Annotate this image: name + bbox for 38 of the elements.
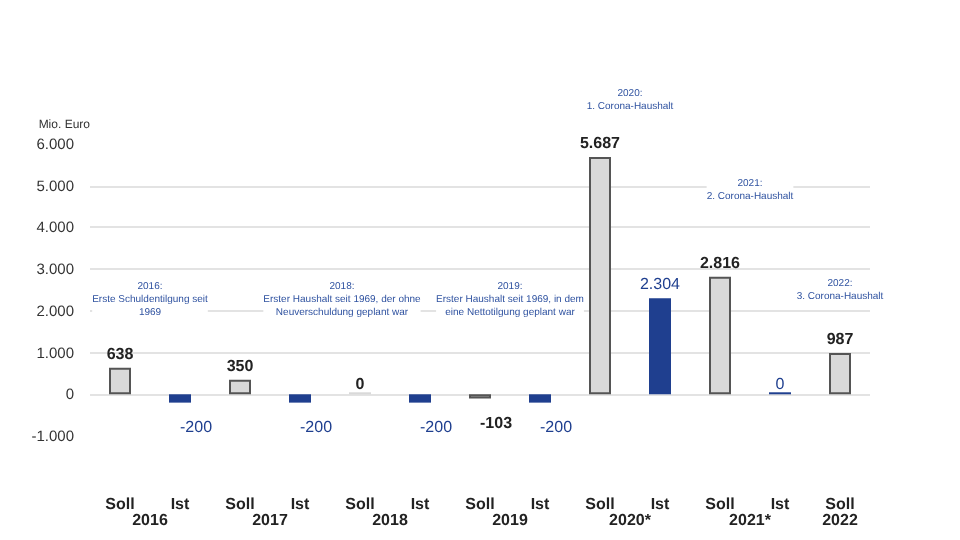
data-label: 2.304 xyxy=(639,275,682,294)
x-tick-label: 2020* xyxy=(609,511,653,529)
data-label: -200 xyxy=(540,417,574,436)
bar xyxy=(169,394,191,403)
text: Soll xyxy=(585,495,615,513)
data-label: 987 xyxy=(826,330,855,349)
x-tick-label: 2022 xyxy=(822,511,859,529)
data-label: 5.687 xyxy=(579,134,622,153)
bar xyxy=(649,298,671,395)
data-label: 638 xyxy=(106,344,135,363)
text: Ist xyxy=(170,495,190,513)
bar xyxy=(409,394,431,403)
data-label: 0 xyxy=(355,375,366,394)
text: Soll xyxy=(705,495,735,513)
text: Soll xyxy=(345,495,375,513)
data-label: -103 xyxy=(480,413,514,432)
data-label: -200 xyxy=(180,417,214,436)
text: Soll xyxy=(825,495,855,513)
text: Ist xyxy=(770,495,790,513)
data-label: -200 xyxy=(420,417,454,436)
x-tick-label: 2018 xyxy=(372,511,409,529)
data-label: 0 xyxy=(775,375,786,394)
x-tick-label: 2021* xyxy=(729,511,773,529)
text: Ist xyxy=(290,495,310,513)
bar xyxy=(289,394,311,403)
text: Ist xyxy=(410,495,430,513)
text: Soll xyxy=(225,495,255,513)
bar xyxy=(529,394,551,403)
data-label: 350 xyxy=(226,356,255,375)
data-label: -200 xyxy=(300,417,334,436)
x-tick-label: 2016 xyxy=(132,511,169,529)
text: Ist xyxy=(650,495,670,513)
x-tick-label: 2019 xyxy=(492,511,529,529)
text: Soll xyxy=(105,495,135,513)
data-label: 2.816 xyxy=(699,253,742,272)
text: Ist xyxy=(530,495,550,513)
text: Soll xyxy=(465,495,495,513)
x-tick-label: 2017 xyxy=(252,511,289,529)
